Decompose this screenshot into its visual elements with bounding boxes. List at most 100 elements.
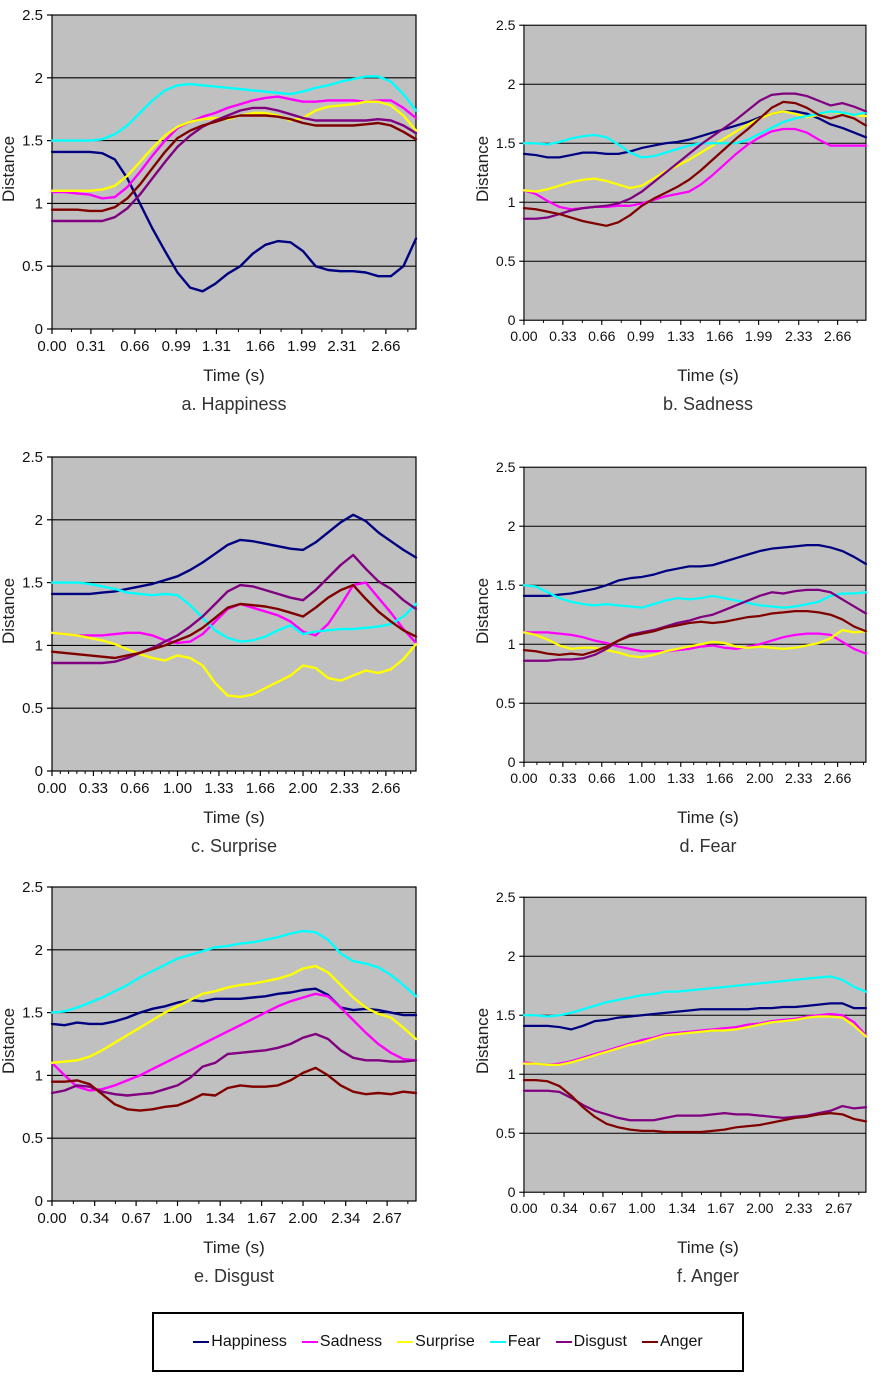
svg-text:0.67: 0.67 [121,1210,150,1227]
svg-text:2.33: 2.33 [785,328,813,344]
svg-text:0.5: 0.5 [22,700,43,717]
svg-text:0: 0 [35,321,43,338]
svg-text:0.99: 0.99 [627,328,655,344]
svg-text:0.31: 0.31 [76,338,105,355]
chart-d-body: Distance 0 0.5 1 1.5 2 2.5 0.00 0.33 0.66 1.00 1.3… [473,446,896,806]
disgust-line-swatch [555,1340,572,1344]
x-axis-title-a: Time (s) [203,366,265,385]
svg-text:0.5: 0.5 [496,695,516,711]
svg-text:1.33: 1.33 [204,780,233,797]
svg-text:1: 1 [508,194,516,210]
chart-f-anger: Distance 0 0.5 1 1.5 2 2.5 0.00 0.34 0.67 1.00 1.3… [448,860,896,1290]
chart-e-disgust: Distance 0 0.5 1 1.5 2 2.5 0.00 0.34 0.67 1.00 1.3… [0,860,448,1290]
svg-text:2.66: 2.66 [371,338,400,355]
svg-text:1.00: 1.00 [628,1200,656,1216]
legend-label-happiness: Happiness [211,1333,287,1350]
chart-caption-b: b. Sadness [662,394,754,414]
chart-caption-a: a. Happiness [181,394,287,414]
svg-text:0.00: 0.00 [37,1210,66,1227]
chart-caption-c: c. Surprise [190,836,278,856]
svg-text:2.00: 2.00 [746,1200,774,1216]
svg-text:2.33: 2.33 [330,780,359,797]
y-axis-title-f: Distance [473,1007,492,1075]
plot-area-d: 0 0.5 1 1.5 2 2.5 0.00 0.33 0.66 1.00 1.33 1.66 2.00… [496,459,868,786]
svg-text:0.66: 0.66 [120,780,149,797]
chart-f-body: Distance 0 0.5 1 1.5 2 2.5 0.00 0.34 0.67 1.00 1.3… [473,876,896,1236]
svg-text:1.67: 1.67 [707,1200,735,1216]
svg-text:1.5: 1.5 [496,135,516,151]
svg-text:2.00: 2.00 [746,770,774,786]
plot-area-e: 0 0.5 1 1.5 2 2.5 0.00 0.34 0.67 1.00 1.34 1.67 2.00… [22,879,418,1227]
svg-text:1.5: 1.5 [22,575,43,592]
chart-e-body: Distance 0 0.5 1 1.5 2 2.5 0.00 0.34 0.67 1.00 1.3… [0,876,448,1236]
legend-label-fear: Fear [507,1333,541,1350]
svg-text:2.5: 2.5 [22,879,43,896]
svg-text:1.66: 1.66 [706,328,734,344]
svg-text:2.5: 2.5 [22,7,43,24]
svg-text:1.00: 1.00 [163,1210,192,1227]
y-axis-title-b: Distance [473,135,492,203]
svg-text:2.66: 2.66 [824,328,852,344]
svg-text:0.66: 0.66 [120,338,149,355]
y-axis-title-a: Distance [0,135,18,203]
chart-a-body: Distance 0 0.5 1 1.5 2 2.5 0.00 0.31 0.66 0.99 1.3… [0,4,448,364]
svg-text:0.66: 0.66 [588,328,616,344]
legend-item-sadness: Sadness [301,1333,382,1351]
sadness-line-swatch [301,1340,318,1344]
svg-text:0.00: 0.00 [510,1200,538,1216]
y-axis-title-d: Distance [473,577,492,645]
x-axis-title-c: Time (s) [203,808,265,827]
svg-text:1.66: 1.66 [246,780,275,797]
svg-text:0.5: 0.5 [22,258,43,275]
svg-text:1.99: 1.99 [745,328,773,344]
svg-text:1: 1 [35,195,43,212]
svg-text:0.66: 0.66 [588,770,616,786]
svg-text:0.33: 0.33 [549,770,577,786]
svg-text:2.5: 2.5 [22,449,43,466]
svg-text:2.67: 2.67 [825,1200,853,1216]
fear-line-swatch [489,1340,506,1344]
legend-item-fear: Fear [489,1333,541,1351]
svg-text:0.5: 0.5 [496,1125,516,1141]
svg-text:1.5: 1.5 [22,1005,43,1022]
svg-text:1.31: 1.31 [202,338,231,355]
svg-text:0.00: 0.00 [37,338,66,355]
surprise-line-swatch [397,1340,414,1344]
legend-item-happiness: Happiness [193,1333,287,1351]
svg-text:2.00: 2.00 [288,1210,317,1227]
svg-text:1.34: 1.34 [668,1200,696,1216]
svg-text:0.33: 0.33 [79,780,108,797]
plot-area-a: 0 0.5 1 1.5 2 2.5 0.00 0.31 0.66 0.99 1.31 1.66 1.99… [22,7,418,355]
svg-text:0.00: 0.00 [510,770,538,786]
svg-text:0: 0 [508,1184,516,1200]
plot-area-f: 0 0.5 1 1.5 2 2.5 0.00 0.34 0.67 1.00 1.34 1.67 2.00… [496,889,868,1216]
chart-caption-e: e. Disgust [193,1266,275,1286]
charts-grid: Distance 0 0.5 1 1.5 2 2.5 0.00 0.31 0.66 0.99 1.3… [0,4,896,1290]
chart-caption-d: d. Fear [679,836,737,856]
svg-text:0: 0 [508,754,516,770]
svg-text:2.67: 2.67 [373,1210,402,1227]
chart-c-surprise: Distance 0 0.5 1 1.5 2 2.5 0.00 0.33 0.66 1.00 1.3… [0,430,448,860]
svg-text:1.33: 1.33 [667,770,695,786]
svg-text:2.33: 2.33 [785,1200,813,1216]
plot-area-b: 0 0.5 1 1.5 2 2.5 0.00 0.33 0.66 0.99 1.33 1.66 1.99… [496,17,868,344]
svg-text:0.5: 0.5 [496,253,516,269]
happiness-line-swatch [193,1340,210,1344]
x-axis-title-f: Time (s) [677,1238,739,1257]
y-axis-title-e: Distance [0,1007,18,1075]
svg-text:1.67: 1.67 [247,1210,276,1227]
svg-text:2: 2 [35,70,43,87]
svg-text:1.34: 1.34 [206,1210,235,1227]
svg-text:0.33: 0.33 [549,328,577,344]
svg-text:1: 1 [508,1066,516,1082]
svg-text:2.5: 2.5 [496,17,516,33]
chart-d-fear: Distance 0 0.5 1 1.5 2 2.5 0.00 0.33 0.66 1.00 1.3… [448,430,896,860]
plot-area-c: 0 0.5 1 1.5 2 2.5 0.00 0.33 0.66 1.00 1.33 1.66 2.00… [22,449,418,797]
chart-caption-f: f. Anger [676,1266,740,1286]
legend-item-disgust: Disgust [555,1333,627,1351]
svg-text:0.99: 0.99 [162,338,191,355]
legend-label-surprise: Surprise [415,1333,475,1350]
anger-line-swatch [642,1340,658,1344]
svg-text:2.33: 2.33 [785,770,813,786]
